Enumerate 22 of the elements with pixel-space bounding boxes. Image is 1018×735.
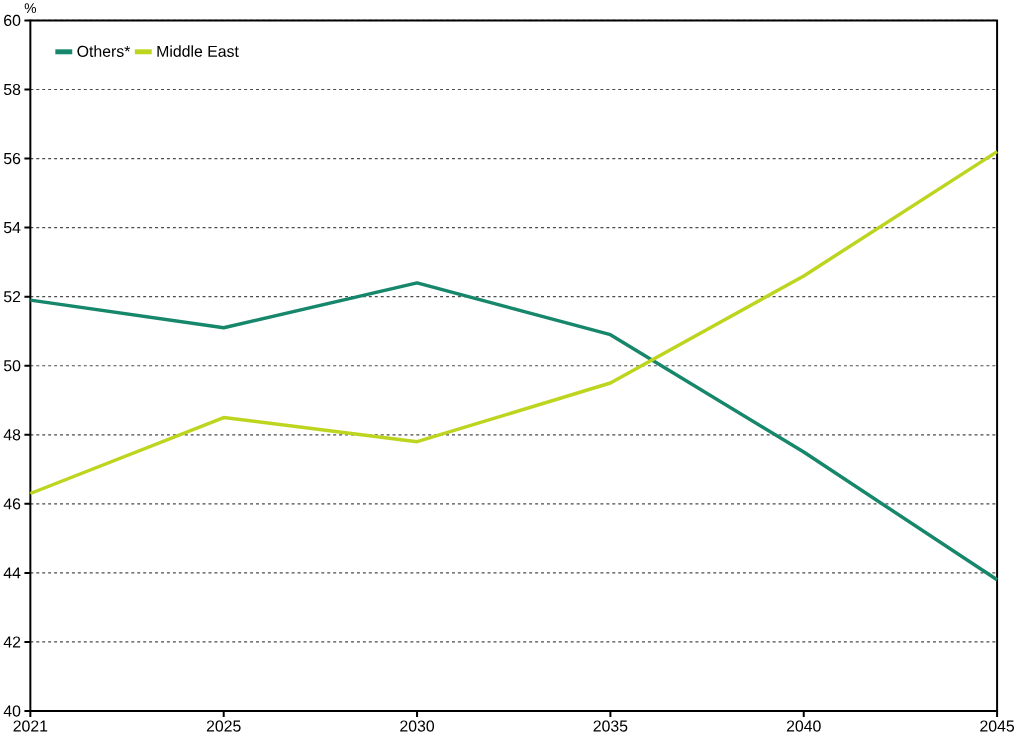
- y-tick-label: 40: [3, 705, 21, 717]
- line-series: [28, 149, 999, 496]
- x-tick-label: 2040: [786, 720, 821, 732]
- x-tick-label: 2030: [400, 720, 435, 732]
- x-tick-label: 2035: [593, 720, 628, 732]
- y-tick-label: 54: [3, 222, 21, 234]
- x-tick-label: 2021: [13, 720, 48, 732]
- y-axis-title: %: [24, 3, 37, 13]
- y-tick-label: 46: [3, 498, 21, 510]
- legend-label: Others*: [77, 45, 131, 57]
- legend-label: Middle East: [157, 45, 239, 57]
- y-tick-label: 52: [3, 291, 21, 303]
- line-series: [28, 281, 999, 582]
- y-tick-label: 50: [3, 360, 21, 372]
- y-tick-label: 56: [3, 152, 21, 165]
- y-tick-label: 42: [3, 636, 21, 648]
- y-tick-label: 48: [3, 429, 21, 441]
- y-tick-label: 44: [3, 567, 21, 579]
- y-tick-label: 60: [4, 14, 21, 27]
- x-tick-label: 2045: [980, 720, 1015, 732]
- y-tick-label: 58: [3, 83, 21, 96]
- x-tick-label: 2025: [206, 720, 241, 732]
